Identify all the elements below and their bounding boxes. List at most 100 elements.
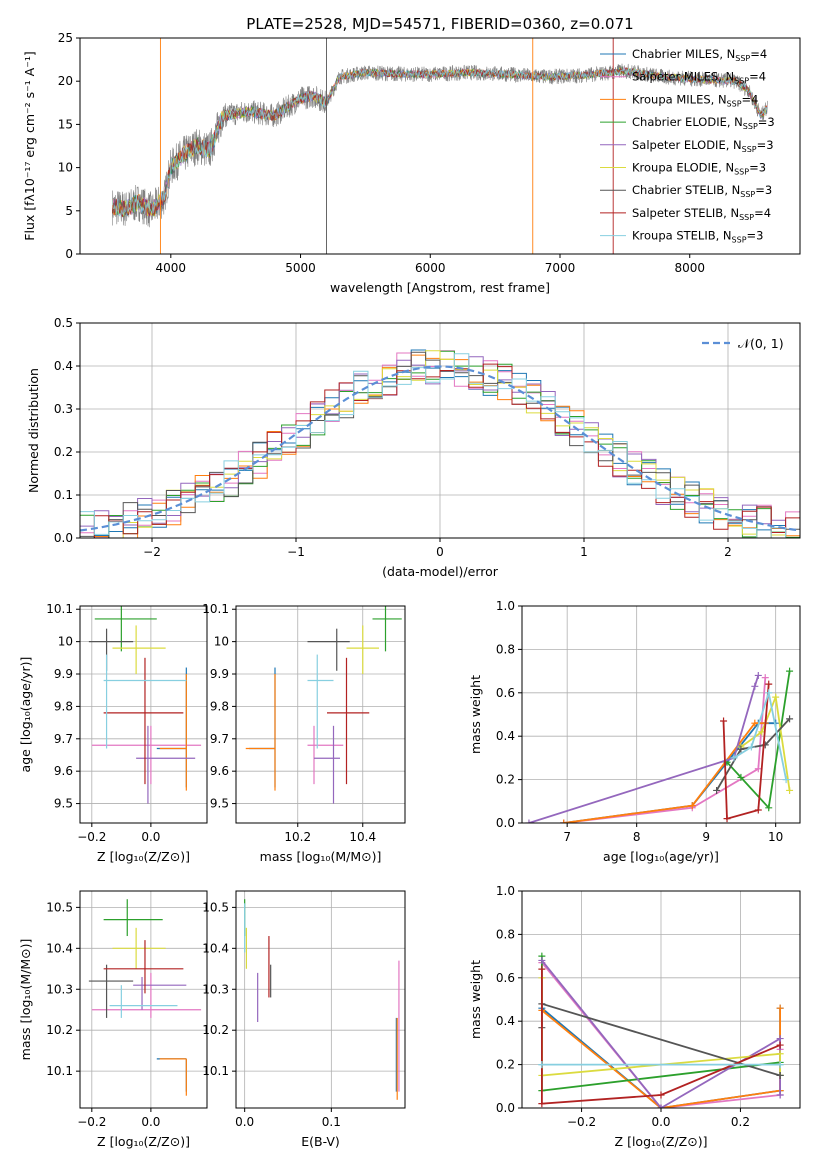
axes-mass_weight_vs_age: 7 8 9 10 0.0 0.2 0.4 0.6 0.8 1.0 age [log₁₀(age/yr…: [468, 599, 801, 864]
mass-weight-line: [740, 693, 791, 791]
mass-weight-marker: [751, 719, 759, 727]
y-tick-label: 0.0: [496, 816, 515, 830]
mass-weight-marker: [538, 965, 546, 973]
errorbar-point: [133, 976, 187, 1010]
mass-weight-marker: [723, 815, 731, 823]
y-tick-label: 0.5: [54, 316, 73, 330]
errorbar-point: [327, 657, 370, 785]
errorbar-point: [88, 964, 134, 1018]
y-tick-label: 0.8: [496, 927, 515, 941]
y-tick-label: 10.4: [202, 941, 229, 955]
mass-weight-marker: [786, 715, 794, 723]
mass-weight-line: [726, 670, 791, 810]
y-tick-label: 9.5: [54, 797, 73, 811]
mass-weight-marker: [754, 806, 762, 814]
y-tick-label: 5: [65, 204, 73, 218]
legend-entry: Chabrier MILES, NSSP=4: [632, 47, 767, 63]
plot-area-mass_weight_vs_Z: [538, 952, 784, 1108]
x-axis-label: Z [log₁₀(Z/Z⊙)]: [615, 1134, 708, 1149]
legend-entry: 𝒩(0, 1): [738, 336, 784, 351]
legend-entry: Kroupa ELODIE, NSSP=3: [632, 161, 766, 177]
errorbar-point: [94, 606, 157, 652]
errorbar-point: [91, 972, 202, 1018]
y-axis-label: Normed distribution: [26, 368, 41, 493]
mass-weight-marker: [776, 1050, 784, 1058]
y-tick-label: 0.2: [54, 445, 73, 459]
errorbar-point: [307, 725, 344, 785]
mass-weight-marker: [786, 786, 794, 794]
errorbar-point: [249, 667, 276, 788]
mass-weight-marker: [761, 674, 769, 682]
axes-frame: [235, 605, 406, 824]
mass-weight-marker: [688, 802, 696, 810]
plot-area-residuals: [80, 349, 800, 538]
residual-histogram-step: [80, 350, 800, 538]
y-tick-label: 9.6: [210, 764, 229, 778]
mass-weight-marker: [751, 682, 759, 690]
y-tick-label: 0.2: [496, 773, 515, 787]
axes-age_vs_Z: −0.2 0.0 9.5 9.6 9.7 9.8 9.9 10 10.1 Z [log₁₀(Z/Z…: [18, 602, 208, 864]
x-tick-label: −0.2: [77, 1115, 106, 1129]
mass-weight-marker: [538, 956, 546, 964]
y-tick-label: 9.7: [210, 732, 229, 746]
y-axis-label: Flux [fλ10⁻¹⁷ erg cm⁻² s⁻¹ A⁻¹]: [22, 51, 37, 240]
mass-weight-marker: [747, 743, 755, 751]
errorbar-point: [88, 628, 134, 671]
x-tick-label: 0: [436, 545, 444, 559]
mass-weight-marker: [776, 1071, 784, 1079]
axes-age_vs_mass: 10.2 10.4 9.5 9.6 9.7 9.8 9.9 10 10.1 mass [log₁₀…: [202, 602, 406, 864]
x-tick-label: −0.2: [77, 830, 106, 844]
y-tick-label: 0.4: [496, 1014, 515, 1028]
errorbar-point: [136, 725, 196, 804]
x-tick-label: −1: [287, 545, 305, 559]
mass-weight-marker: [765, 689, 773, 697]
x-tick-label: 10: [768, 830, 783, 844]
y-tick-label: 10.1: [46, 602, 73, 616]
legend-entry: Salpeter STELIB, NSSP=4: [632, 206, 771, 222]
y-tick-label: 10.3: [46, 982, 73, 996]
errorbar-point: [112, 927, 166, 969]
residual-histogram-step: [80, 363, 800, 538]
y-tick-label: 0.8: [496, 642, 515, 656]
x-tick-label: 7000: [545, 261, 576, 275]
y-tick-label: 1.0: [496, 884, 515, 898]
mass-weight-marker: [754, 671, 762, 679]
y-tick-label: 0.4: [54, 359, 73, 373]
x-tick-label: 4000: [156, 261, 187, 275]
x-axis-label: (data-model)/error: [382, 564, 499, 579]
x-tick-label: 6000: [415, 261, 446, 275]
x-tick-label: 8000: [674, 261, 705, 275]
axes-frame: [79, 605, 208, 824]
mass-weight-marker: [525, 819, 533, 823]
errorbar-point: [103, 899, 163, 937]
legend-entry: Chabrier ELODIE, NSSP=3: [632, 115, 775, 131]
y-tick-label: 0: [65, 247, 73, 261]
x-tick-label: 10.4: [349, 830, 376, 844]
mass-weight-marker: [560, 819, 568, 823]
legend-entry: Chabrier STELIB, NSSP=3: [632, 183, 772, 199]
y-axis-label: age [log₁₀(age/yr)]: [18, 657, 33, 773]
errorbar-point: [314, 725, 340, 804]
plot-area-mass_weight_vs_age: [525, 667, 794, 823]
x-tick-label: 0.2: [731, 1115, 750, 1129]
y-axis-label: mass weight: [468, 675, 483, 754]
axes-mass_vs_Z: −0.2 0.0 10.1 10.2 10.3 10.4 10.5 Z [log₁₀(Z/Z⊙…: [18, 890, 208, 1149]
mass-weight-marker: [720, 717, 728, 725]
x-tick-label: 10.2: [284, 830, 311, 844]
mass-weight-marker: [657, 1091, 665, 1099]
x-axis-label: E(B-V): [301, 1134, 340, 1149]
x-axis-label: Z [log₁₀(Z/Z⊙)]: [97, 1134, 190, 1149]
legend-entry: Kroupa MILES, NSSP=4: [632, 92, 758, 108]
mass-weight-marker: [713, 786, 721, 794]
mass-weight-marker: [765, 680, 773, 688]
plot-area-mass_vs_Z: [88, 899, 202, 1096]
plot-area-spectrum: [112, 38, 768, 254]
y-tick-label: 10.3: [202, 982, 229, 996]
residual-histogram-step: [80, 353, 800, 538]
x-tick-label: 7: [563, 830, 571, 844]
legend-entry: Kroupa STELIB, NSSP=3: [632, 229, 763, 245]
x-tick-label: 1: [580, 545, 588, 559]
errorbar-point: [307, 654, 334, 749]
axes-mass_vs_ebv: 0.0 0.1 10.1 10.2 10.3 10.4 10.5 E(B-V): [202, 890, 406, 1149]
x-axis-label: age [log₁₀(age/yr)]: [603, 849, 719, 864]
